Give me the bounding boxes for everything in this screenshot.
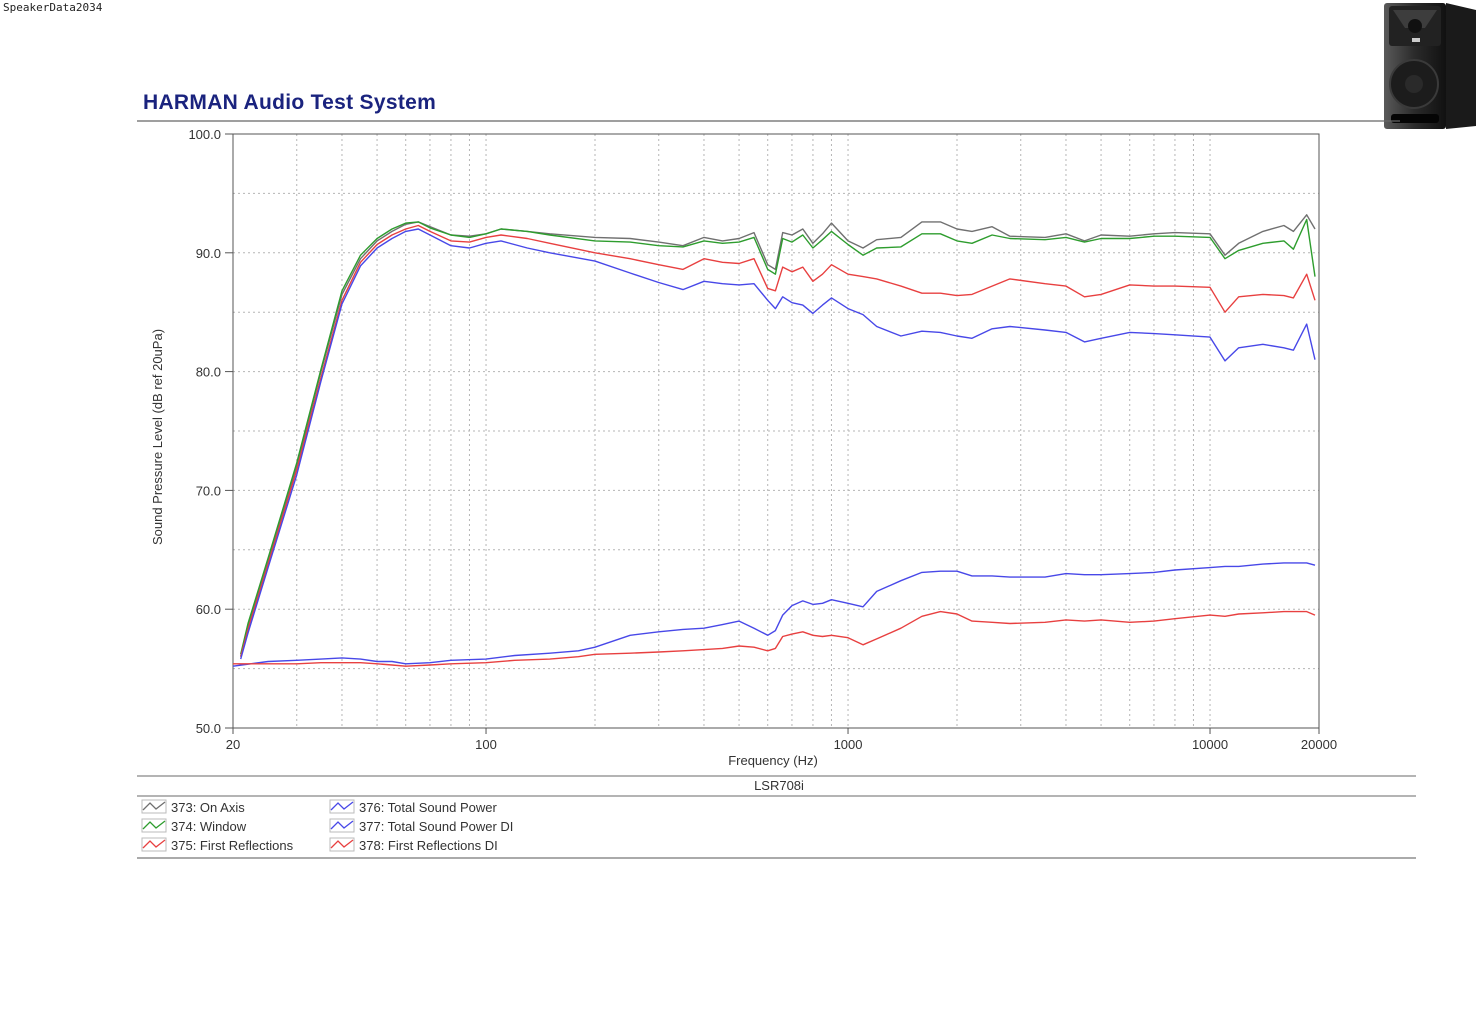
series-line (232, 562, 1316, 667)
x-axis-label: Frequency (Hz) (728, 753, 818, 768)
legend-swatch (330, 801, 354, 811)
y-tick-label: 70.0 (196, 483, 221, 498)
series-line (233, 610, 1316, 667)
series-lines (232, 214, 1316, 667)
y-axis: 50.0 60.0 70.0 80.0 90.0 100.0 (188, 127, 233, 736)
legend-item: 375: First Reflections (141, 837, 294, 853)
y-tick-label: 60.0 (196, 602, 221, 617)
series-line (240, 224, 1316, 657)
y-tick-label: 100.0 (188, 127, 221, 142)
legend-swatch (330, 820, 354, 830)
watermark: SpeakerData2034 (3, 1, 103, 14)
legend-label: 373: On Axis (171, 800, 245, 815)
legend: 373: On Axis 374: Window 375: First Reflec… (141, 799, 513, 853)
x-tick-label: 100 (475, 737, 497, 752)
chart-subtitle: LSR708i (754, 778, 804, 793)
legend-swatch (142, 839, 166, 849)
x-axis: 20 100 1000 10000 20000 (226, 728, 1337, 752)
legend-swatch-box (329, 837, 355, 852)
series-line (240, 218, 1316, 655)
legend-swatch-box (329, 818, 355, 833)
grid-lines (233, 134, 1319, 728)
legend-swatch (142, 801, 166, 811)
legend-label: 378: First Reflections DI (359, 838, 498, 853)
legend-item: 378: First Reflections DI (329, 837, 498, 853)
legend-swatch-box (141, 837, 167, 852)
plot-frame (232, 133, 1320, 729)
y-tick-label: 50.0 (196, 721, 221, 736)
series-line (240, 228, 1316, 660)
legend-swatch (330, 839, 354, 849)
chart-title: HARMAN Audio Test System (143, 91, 437, 114)
legend-swatch-box (141, 818, 167, 833)
legend-label: 374: Window (171, 819, 247, 834)
x-tick-label: 20000 (1301, 737, 1337, 752)
legend-swatch-box (141, 799, 167, 814)
legend-item: 376: Total Sound Power (329, 799, 497, 815)
legend-label: 375: First Reflections (171, 838, 294, 853)
x-tick-label: 1000 (834, 737, 863, 752)
legend-item: 377: Total Sound Power DI (329, 818, 513, 834)
y-tick-label: 80.0 (196, 365, 221, 380)
legend-swatch-box (329, 799, 355, 814)
x-tick-label: 10000 (1192, 737, 1228, 752)
legend-item: 373: On Axis (141, 799, 245, 815)
legend-item: 374: Window (141, 818, 247, 834)
legend-label: 377: Total Sound Power DI (359, 819, 513, 834)
legend-label: 376: Total Sound Power (359, 800, 497, 815)
legend-swatch (142, 820, 166, 830)
x-tick-label: 20 (226, 737, 240, 752)
y-axis-label: Sound Pressure Level (dB ref 20uPa) (150, 329, 165, 545)
speaker-product-image (1384, 3, 1476, 129)
y-tick-label: 90.0 (196, 246, 221, 261)
